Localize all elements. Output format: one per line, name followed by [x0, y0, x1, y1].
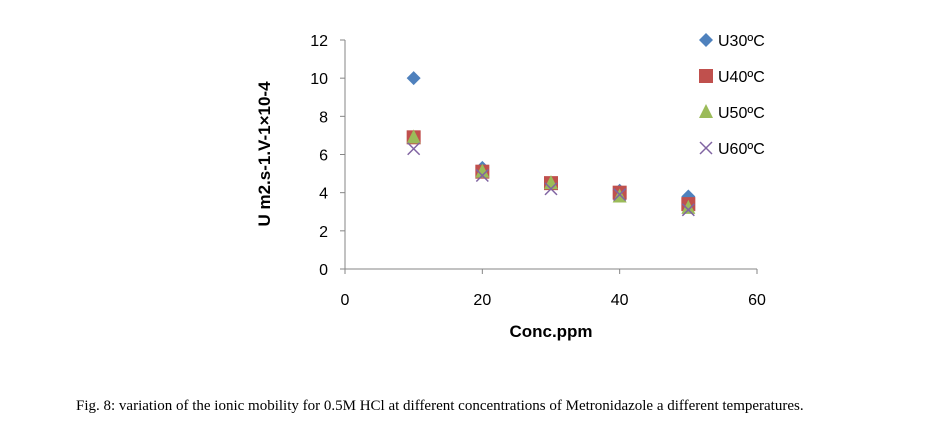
- data-point: [406, 129, 421, 144]
- data-point: [681, 199, 696, 214]
- legend-item: U40ºC: [699, 69, 765, 86]
- data-point: [681, 203, 695, 217]
- data-point: [475, 163, 490, 178]
- y-tick-label: 4: [319, 186, 328, 203]
- y-tick-label: 8: [319, 109, 328, 126]
- legend-marker: [699, 69, 713, 83]
- legend: U30ºC U40ºC U50ºC U60ºC: [699, 33, 765, 158]
- y-tick-label: 6: [319, 148, 328, 165]
- x-tick-label: 60: [748, 292, 766, 309]
- chart: 0 2 4 6 8 10 12 0 20 40 60 Conc.ppm U m2.s-1.V-1×10-…: [255, 33, 766, 341]
- y-axis-title: U m2.s-1.V-1×10-4: [255, 81, 274, 227]
- legend-item: U50ºC: [699, 104, 765, 122]
- y-tick-label: 0: [319, 262, 328, 279]
- series-u60-c: [407, 142, 695, 217]
- legend-label: U30ºC: [718, 33, 765, 50]
- legend-label: U60ºC: [718, 141, 765, 158]
- legend-label: U50ºC: [718, 105, 765, 122]
- data-point: [406, 71, 421, 86]
- legend-label: U40ºC: [718, 69, 765, 86]
- data-point: [407, 142, 421, 156]
- series-u40-c: [406, 130, 696, 212]
- x-tick-label: 40: [611, 292, 629, 309]
- legend-item: U60ºC: [699, 141, 765, 158]
- y-tick-label: 2: [319, 224, 328, 241]
- plot-axes: 0 2 4 6 8 10 12 0 20 40 60 Conc.ppm U m2.s-1.V-1×10-…: [255, 33, 766, 341]
- y-tick-label: 10: [310, 71, 328, 88]
- x-tick-label: 20: [473, 292, 491, 309]
- legend-marker: [699, 104, 713, 118]
- y-tick-label: 12: [310, 33, 328, 50]
- legend-marker: [699, 141, 713, 155]
- x-tick-label: 0: [341, 292, 350, 309]
- series-u50-c: [406, 129, 696, 214]
- data-point: [613, 188, 627, 202]
- figure-caption: Fig. 8: variation of the ionic mobility …: [76, 398, 804, 414]
- legend-item: U30ºC: [699, 33, 765, 50]
- plot-markers: [406, 71, 696, 217]
- data-point: [475, 168, 489, 183]
- legend-marker: [699, 33, 713, 47]
- data-point: [544, 182, 558, 196]
- x-axis-title: Conc.ppm: [509, 322, 592, 341]
